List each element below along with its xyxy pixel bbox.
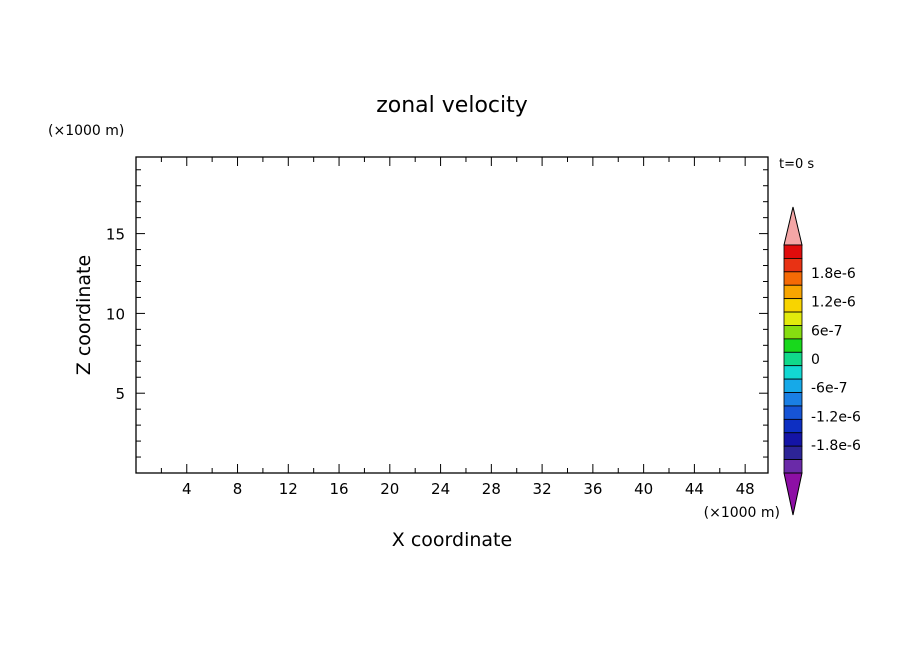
y-axis-label: Z coordinate	[73, 255, 95, 375]
colorbar-swatch	[783, 244, 803, 259]
time-label: t=0 s	[779, 157, 814, 172]
x-tick-label: 16	[330, 480, 349, 498]
colorbar-swatch	[783, 258, 803, 273]
colorbar-tick-label: 1.2e-6	[811, 295, 856, 311]
x-tick-label: 20	[380, 480, 399, 498]
colorbar-swatch	[783, 445, 803, 460]
colorbar-swatch	[783, 311, 803, 326]
colorbar-tick-label: -6e-7	[811, 381, 848, 397]
colorbar-tick-label: -1.8e-6	[811, 438, 861, 454]
y-tick-label: 5	[115, 385, 125, 403]
colorbar-swatch	[783, 365, 803, 380]
colorbar-tick-label: 0	[811, 352, 820, 368]
x-tick-label: 48	[736, 480, 755, 498]
x-tick-label: 32	[533, 480, 552, 498]
colorbar-tick-label: -1.2e-6	[811, 409, 861, 425]
colorbar: 1.8e-6 1.2e-6 6e-7 0 -6e-7 -1.2e-6 -1.8e-6	[783, 206, 861, 516]
x-tick-label: 24	[431, 480, 450, 498]
colorbar-swatch	[783, 338, 803, 353]
colorbar-swatch	[783, 459, 803, 474]
y-tick-label: 10	[106, 305, 125, 323]
x-tick-label: 12	[279, 480, 298, 498]
colorbar-tick-label: 6e-7	[811, 323, 842, 339]
colorbar-swatch	[783, 284, 803, 300]
x-axis-label: X coordinate	[392, 529, 512, 551]
x-tick-label: 36	[583, 480, 602, 498]
colorbar-swatch	[783, 351, 803, 367]
x-tick-label: 28	[482, 480, 501, 498]
y-tick-label: 15	[106, 226, 125, 244]
x-unit-label: (×1000 m)	[704, 505, 780, 521]
x-tick-label: 44	[685, 480, 704, 498]
colorbar-swatch	[783, 392, 803, 407]
colorbar-swatch	[783, 325, 803, 340]
plot-area	[135, 156, 769, 474]
x-tick-label: 8	[233, 480, 243, 498]
x-tick-label: 4	[182, 480, 192, 498]
chart-title: zonal velocity	[376, 93, 528, 118]
y-axis-ticks: 5 10 15	[106, 169, 768, 458]
colorbar-swatch	[783, 405, 803, 420]
colorbar-swatch	[783, 378, 803, 393]
colorbar-swatch	[783, 432, 803, 447]
colorbar-under-arrow	[783, 472, 803, 516]
colorbar-swatch	[783, 271, 803, 286]
colorbar-tick-label: 1.8e-6	[811, 266, 856, 282]
y-unit-label: (×1000 m)	[48, 123, 124, 139]
colorbar-swatch	[783, 418, 803, 434]
x-tick-label: 40	[634, 480, 653, 498]
x-axis-ticks: 4 8 12 16 20 24 28 32 36 40 44 48	[160, 157, 755, 498]
colorbar-swatch	[783, 298, 803, 313]
